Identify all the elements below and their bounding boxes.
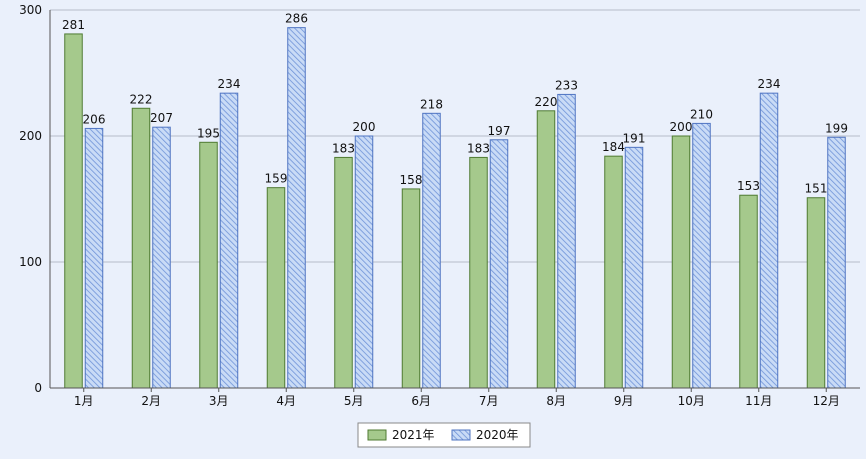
bar-2021年-6月 bbox=[401, 188, 421, 389]
y-tick-label-100: 100 bbox=[19, 255, 42, 269]
bar-2021年-10月 bbox=[671, 135, 691, 389]
data-label-2020年-11月: 234 bbox=[758, 77, 781, 91]
bar-2020年-4月 bbox=[287, 27, 306, 389]
bar-2021年-8月 bbox=[536, 110, 556, 389]
bar-2020年-5月 bbox=[354, 135, 374, 389]
data-label-2020年-5月: 200 bbox=[353, 120, 376, 134]
bar-2020年-8月 bbox=[557, 93, 576, 389]
bars bbox=[64, 27, 846, 389]
data-label-2021年-6月: 158 bbox=[400, 173, 423, 187]
legend-box bbox=[357, 422, 531, 448]
bar-2021年-4月 bbox=[266, 187, 286, 389]
axes: 0 100 200 300 1月 2月 3月 4月 5月 6月 7月 8月 9月 10月 11月 12月 bbox=[19, 3, 860, 408]
x-tick-label-4月: 4月 bbox=[276, 394, 296, 408]
data-label-2021年-1月: 281 bbox=[62, 18, 85, 32]
bar-2020年-12月 bbox=[827, 136, 846, 389]
x-tick-label-7月: 7月 bbox=[479, 394, 499, 408]
bar-2020年-3月 bbox=[219, 92, 239, 389]
y-tick-label-300: 300 bbox=[19, 3, 42, 17]
data-label-2020年-9月: 191 bbox=[623, 131, 646, 145]
bar-2021年-7月 bbox=[469, 156, 488, 389]
data-label-2021年-11月: 153 bbox=[737, 179, 760, 193]
legend-label-2020年: 2020年 bbox=[476, 428, 519, 442]
bar-2020年-11月 bbox=[759, 92, 779, 389]
x-tick-label-5月: 5月 bbox=[344, 394, 364, 408]
data-label-2021年-2月: 222 bbox=[130, 92, 153, 106]
data-label-2020年-1月: 206 bbox=[83, 112, 106, 126]
bar-2021年-9月 bbox=[604, 155, 623, 389]
x-tick-label-11月: 11月 bbox=[745, 394, 772, 408]
x-tick-label-2月: 2月 bbox=[141, 394, 161, 408]
legend: 2021年 2020年 bbox=[357, 422, 531, 448]
data-label-2020年-7月: 197 bbox=[488, 124, 511, 138]
bar-2021年-1月 bbox=[64, 33, 83, 389]
bar-2021年-2月 bbox=[131, 107, 151, 389]
data-label-2021年-8月: 220 bbox=[535, 95, 558, 109]
bar-2020年-10月 bbox=[692, 122, 711, 389]
legend-swatch-2021年 bbox=[367, 429, 387, 441]
bar-2020年-9月 bbox=[624, 146, 644, 389]
bar-2020年-1月 bbox=[84, 127, 104, 389]
x-tick-label-6月: 6月 bbox=[411, 394, 431, 408]
x-tick-label-1月: 1月 bbox=[74, 394, 94, 408]
plot-area bbox=[50, 10, 860, 388]
data-label-2021年-12月: 151 bbox=[805, 182, 828, 196]
data-label-2021年-5月: 183 bbox=[332, 141, 355, 155]
bar-2020年-7月 bbox=[489, 139, 509, 389]
bar-2020年-6月 bbox=[422, 112, 441, 389]
data-label-2021年-7月: 183 bbox=[467, 141, 490, 155]
x-tick-label-8月: 8月 bbox=[546, 394, 566, 408]
legend-label-2021年: 2021年 bbox=[392, 428, 435, 442]
data-label-2021年-10月: 200 bbox=[670, 120, 693, 134]
data-label-2020年-6月: 218 bbox=[420, 97, 443, 111]
bar-2021年-5月 bbox=[334, 156, 353, 389]
gridlines bbox=[50, 9, 860, 263]
legend-swatch-2020年 bbox=[451, 429, 471, 441]
x-tick-label-3月: 3月 bbox=[209, 394, 229, 408]
bar-2021年-11月 bbox=[739, 194, 758, 389]
data-label-2020年-10月: 210 bbox=[690, 107, 713, 121]
data-label-2021年-4月: 159 bbox=[265, 172, 288, 186]
data-label-2020年-8月: 233 bbox=[555, 78, 578, 92]
bar-2021年-12月 bbox=[806, 197, 826, 389]
x-tick-label-9月: 9月 bbox=[614, 394, 634, 408]
data-label-2021年-3月: 195 bbox=[197, 126, 220, 140]
data-label-2020年-12月: 199 bbox=[825, 121, 848, 135]
y-tick-label-200: 200 bbox=[19, 129, 42, 143]
bar-2021年-3月 bbox=[199, 141, 218, 389]
data-label-2021年-9月: 184 bbox=[602, 140, 625, 154]
data-label-2020年-4月: 286 bbox=[285, 12, 308, 26]
y-tick-label-0: 0 bbox=[34, 381, 42, 395]
data-labels: 281 206 222 207 195 234 159 286 183 200 158 218 183 1… bbox=[62, 12, 848, 196]
x-tick-label-12月: 12月 bbox=[813, 394, 840, 408]
data-label-2020年-2月: 207 bbox=[150, 111, 173, 125]
bar-2020年-2月 bbox=[152, 126, 171, 389]
x-tick-label-10月: 10月 bbox=[678, 394, 705, 408]
data-label-2020年-3月: 234 bbox=[218, 77, 241, 91]
